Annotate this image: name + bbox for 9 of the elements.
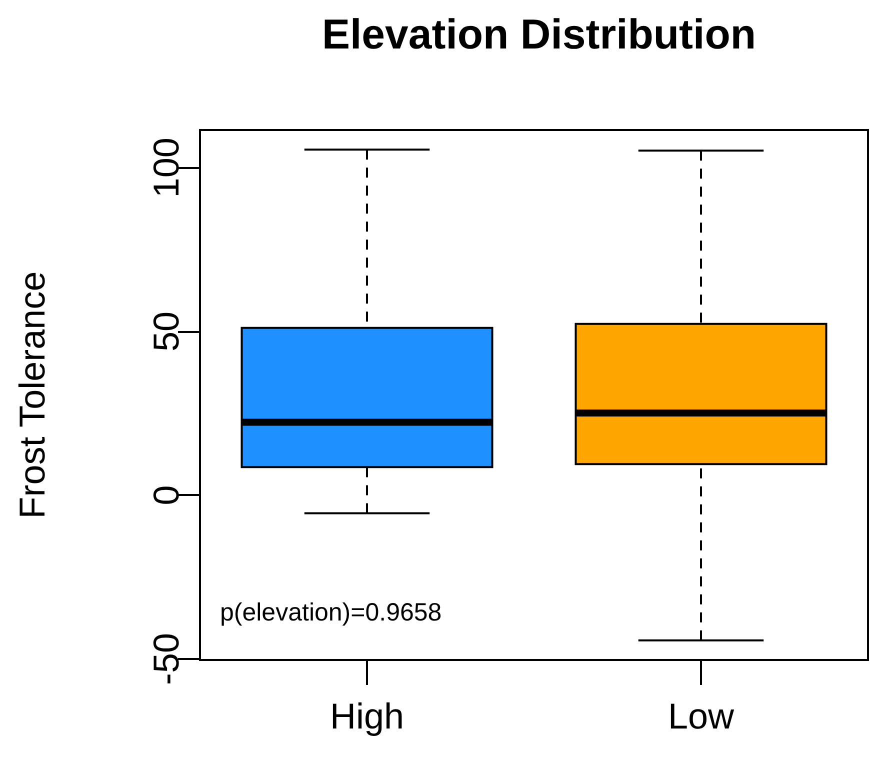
annotation: p(elevation)=0.9658 — [220, 598, 442, 626]
y-tick-label: 50 — [146, 311, 186, 352]
x-tick-label: Low — [668, 696, 736, 736]
y-tick-label: 100 — [146, 138, 186, 198]
y-tick-label: 0 — [146, 485, 186, 506]
x-tick-label: High — [330, 696, 404, 736]
y-tick-label: -50 — [146, 633, 186, 686]
chart-title: Elevation Distribution — [322, 10, 756, 58]
y-axis-title: Frost Tolerance — [12, 271, 52, 519]
